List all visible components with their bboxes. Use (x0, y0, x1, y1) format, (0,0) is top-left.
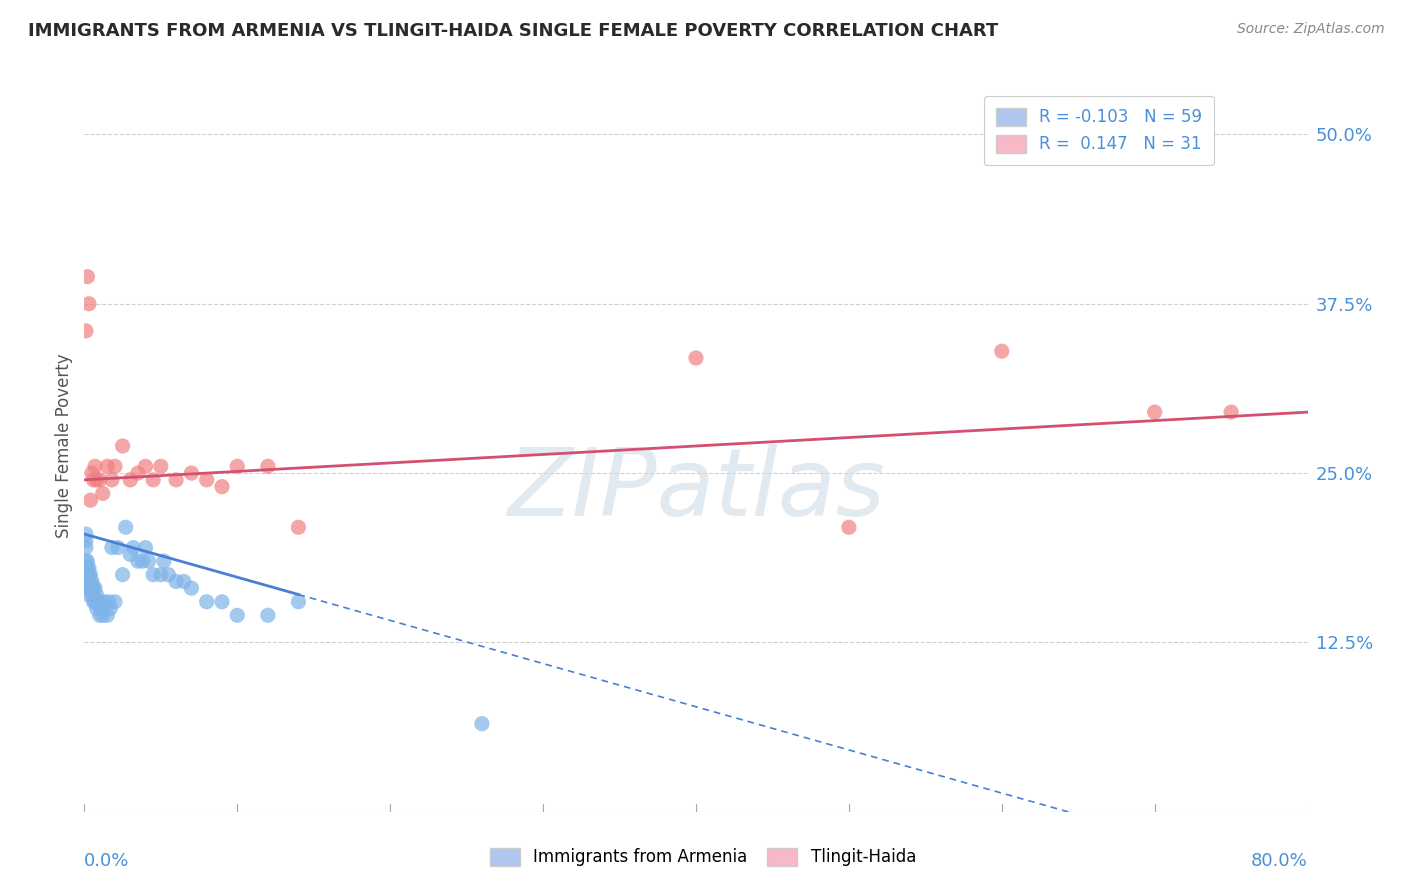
Point (142, 567, 165, 582)
Point (257, 608, 280, 623)
Point (97, 595, 120, 609)
Point (93, 595, 115, 609)
Point (138, 554, 160, 568)
Point (101, 473, 124, 487)
Point (120, 473, 142, 487)
Point (991, 344, 1014, 359)
Point (75, 567, 97, 582)
Point (173, 574, 195, 589)
Point (80, 588, 103, 602)
Point (195, 595, 218, 609)
Point (75, 554, 97, 568)
Point (153, 554, 176, 568)
Point (80, 581, 103, 595)
Text: Source: ZipAtlas.com: Source: ZipAtlas.com (1237, 22, 1385, 37)
Y-axis label: Single Female Poverty: Single Female Poverty (55, 354, 73, 538)
Point (287, 520, 309, 534)
Point (87, 595, 110, 609)
Point (80, 466, 103, 480)
Point (83, 595, 105, 609)
Point (76, 269, 98, 284)
Point (76, 581, 98, 595)
Point (111, 439, 134, 453)
Point (96, 459, 118, 474)
Point (195, 473, 218, 487)
Point (84, 459, 107, 474)
Point (91, 608, 114, 623)
Point (226, 459, 249, 474)
Point (131, 554, 153, 568)
Point (180, 581, 202, 595)
Point (79, 493, 101, 508)
Point (101, 541, 124, 555)
Point (75, 541, 97, 555)
Point (89, 595, 111, 609)
Point (86, 601, 108, 615)
Point (114, 520, 136, 534)
Point (79, 567, 101, 582)
Point (211, 480, 233, 494)
Point (838, 520, 860, 534)
Point (471, 716, 494, 731)
Point (77, 574, 100, 589)
Point (149, 567, 172, 582)
Text: 0.0%: 0.0% (84, 852, 129, 870)
Point (79, 581, 101, 595)
Point (84, 581, 107, 595)
Point (211, 595, 233, 609)
Point (90, 601, 112, 615)
Legend: Immigrants from Armenia, Tlingit-Haida: Immigrants from Armenia, Tlingit-Haida (481, 839, 925, 875)
Point (77, 567, 100, 582)
Point (685, 351, 707, 365)
Legend: R = -0.103   N = 59, R =  0.147   N = 31: R = -0.103 N = 59, R = 0.147 N = 31 (984, 96, 1213, 165)
Point (135, 459, 157, 474)
Point (89, 473, 111, 487)
Point (104, 459, 127, 474)
Point (149, 459, 172, 474)
Point (77, 297, 100, 311)
Point (83, 473, 105, 487)
Point (165, 473, 187, 487)
Point (86, 588, 108, 602)
Point (76, 561, 98, 575)
Point (257, 459, 280, 474)
Point (142, 473, 165, 487)
Point (157, 567, 180, 582)
Point (1143, 405, 1166, 419)
Point (104, 595, 127, 609)
Point (107, 541, 129, 555)
Point (111, 567, 134, 582)
Point (96, 608, 118, 623)
Point (127, 554, 149, 568)
Point (83, 581, 105, 595)
Point (76, 574, 98, 589)
Point (75, 533, 97, 548)
Point (165, 574, 187, 589)
Point (76, 554, 98, 568)
Text: 80.0%: 80.0% (1251, 852, 1308, 870)
Point (180, 466, 202, 480)
Point (84, 595, 107, 609)
Point (80, 574, 103, 589)
Point (1220, 405, 1243, 419)
Point (86, 473, 108, 487)
Point (120, 547, 142, 561)
Point (127, 466, 149, 480)
Point (75, 324, 97, 338)
Point (77, 561, 100, 575)
Point (122, 541, 145, 555)
Point (135, 541, 157, 555)
Point (79, 574, 101, 589)
Point (226, 608, 249, 623)
Point (287, 595, 309, 609)
Point (98, 601, 121, 615)
Point (76, 567, 98, 582)
Point (89, 608, 111, 623)
Point (75, 527, 97, 541)
Point (91, 486, 114, 500)
Text: IMMIGRANTS FROM ARMENIA VS TLINGIT-HAIDA SINGLE FEMALE POVERTY CORRELATION CHART: IMMIGRANTS FROM ARMENIA VS TLINGIT-HAIDA… (28, 22, 998, 40)
Text: ZIPatlas: ZIPatlas (508, 444, 884, 535)
Point (77, 588, 100, 602)
